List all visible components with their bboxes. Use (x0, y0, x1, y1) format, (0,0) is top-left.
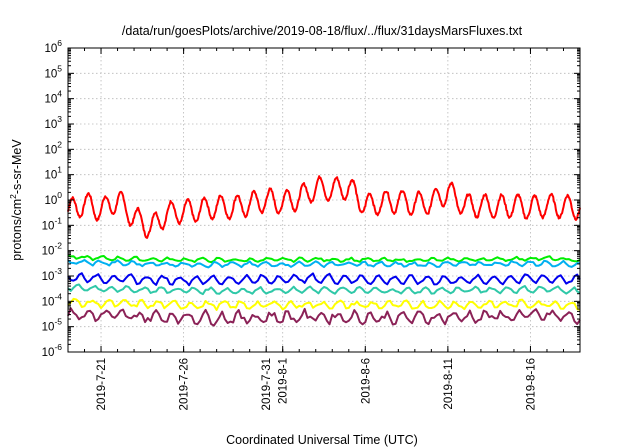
x-tick-label: 2019-8-1 (278, 358, 290, 404)
x-tick-label: 2019-8-6 (360, 358, 372, 404)
chart-title: /data/run/goesPlots/archive/2019-08-18/f… (122, 24, 523, 38)
y-tick-label: 103 (44, 114, 62, 131)
x-tick-label: 2019-8-16 (525, 358, 537, 410)
series-line-5 (67, 297, 581, 311)
series-line-1 (67, 254, 581, 264)
y-tick-label: 106 (44, 38, 62, 55)
x-tick-label: 2019-7-26 (179, 358, 191, 410)
y-tick-label: 10-5 (42, 317, 63, 334)
x-tick-labels: 2019-7-21 2019-7-26 2019-7-31 2019-8-1 2019-… (96, 358, 537, 410)
x-tick-label: 2019-7-21 (96, 358, 108, 410)
series-line-2 (67, 259, 581, 269)
x-tick-label: 2019-7-31 (261, 358, 273, 410)
y-tick-label: 10-1 (42, 215, 63, 232)
y-tick-label: 10-4 (42, 291, 63, 308)
series-line-3 (67, 272, 581, 287)
x-axis-label: Coordinated Universal Time (UTC) (226, 433, 418, 447)
y-tick-label: 105 (44, 63, 62, 80)
y-axis-label: protons/cm2-s-sr-MeV (8, 139, 24, 261)
y-tick-label: 10-6 (42, 342, 63, 359)
y-tick-label: 102 (44, 139, 62, 156)
y-tick-label: 10-3 (42, 266, 63, 283)
x-tick-label: 2019-8-11 (443, 358, 455, 410)
y-tick-label: 100 (44, 190, 62, 207)
series-line-0 (67, 175, 581, 239)
y-tick-label: 101 (44, 165, 62, 182)
series-line-6 (67, 307, 581, 327)
ticks (67, 47, 581, 353)
series-line-4 (67, 283, 581, 296)
y-tick-label: 104 (44, 89, 62, 106)
y-tick-labels: 10-6 10-5 10-4 10-3 10-2 10-1 100 101 102 103 104 1… (42, 38, 63, 359)
series-layer (67, 175, 581, 327)
y-tick-label: 10-2 (42, 241, 63, 258)
